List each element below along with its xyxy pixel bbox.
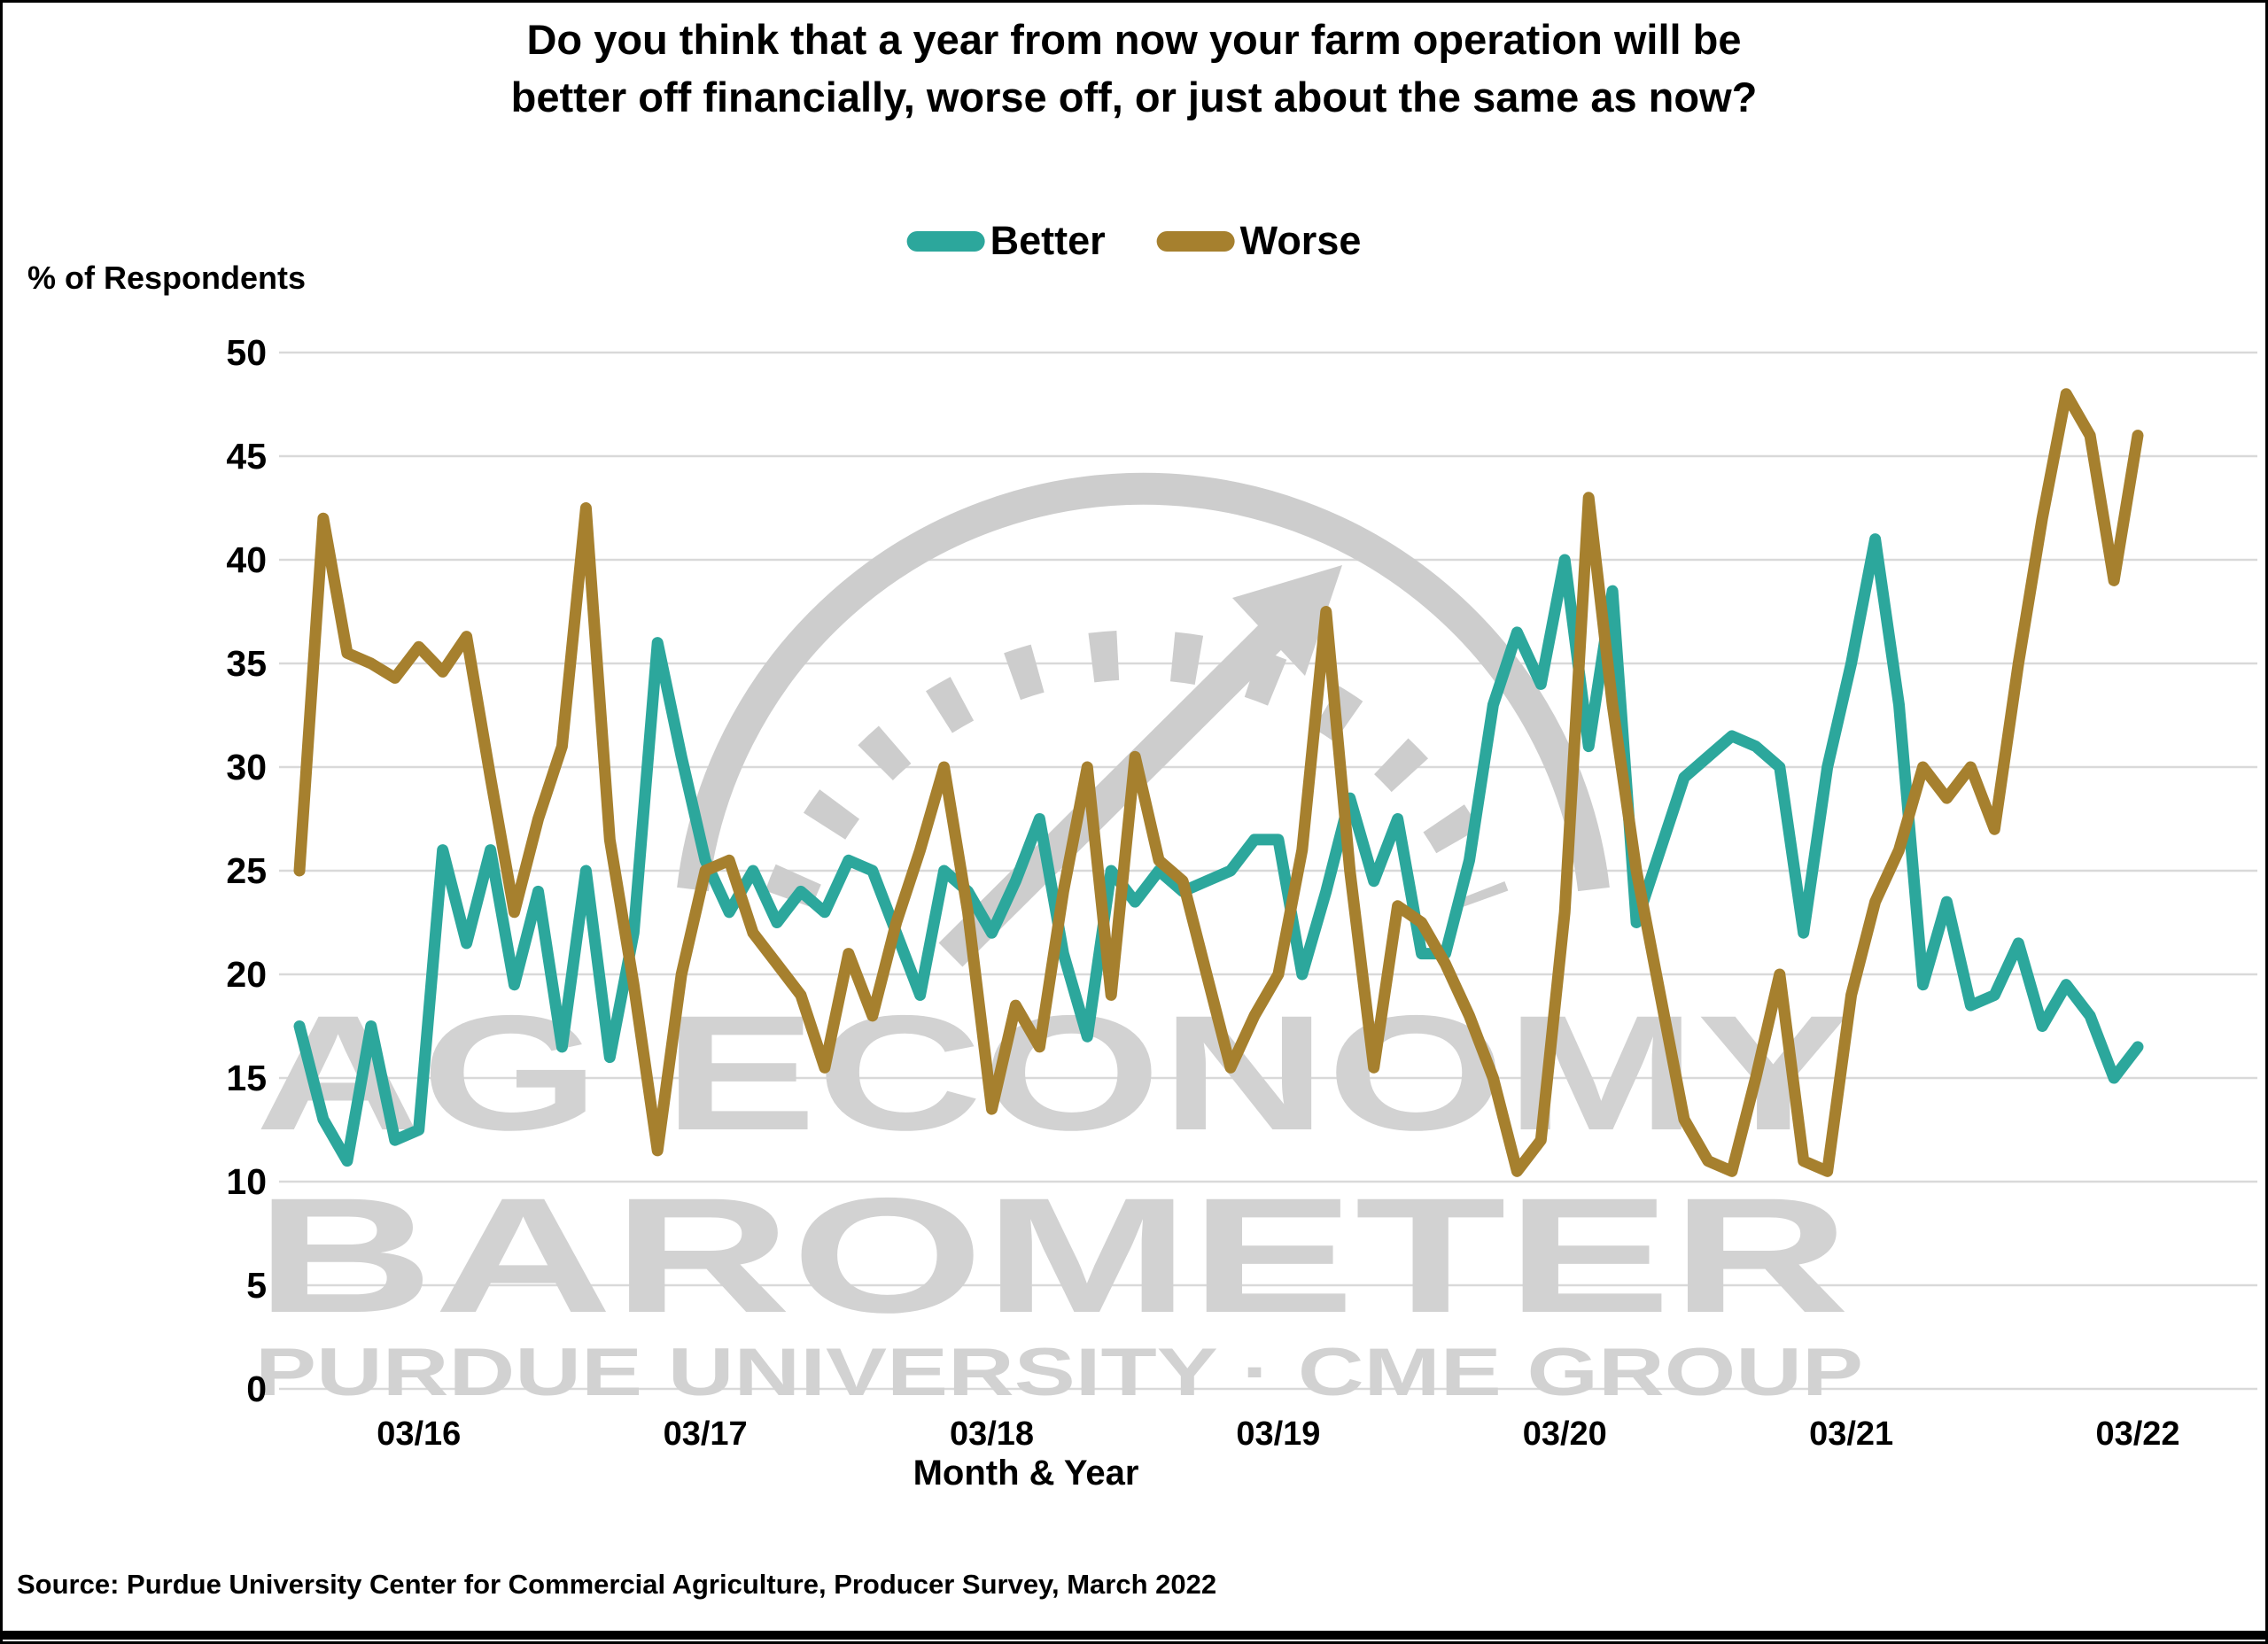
legend: Better Worse — [906, 218, 1362, 264]
y-tick-label-5: 5 — [246, 1265, 267, 1306]
data-series — [293, 388, 2144, 1177]
y-tick-label-40: 40 — [226, 539, 267, 580]
source-note: Source: Purdue University Center for Com… — [17, 1569, 1217, 1600]
worse-line — [293, 388, 2144, 1177]
y-tick-label-35: 35 — [226, 643, 267, 684]
bottom-border-bar — [3, 1631, 2265, 1640]
x-tick-label-03-21: 03/21 — [1809, 1415, 1893, 1453]
chart-title-line-1: Do you think that a year from now your f… — [526, 16, 1742, 63]
worse-series-label: Worse — [1239, 218, 1362, 263]
x-axis-title: Month & Year — [913, 1454, 1139, 1493]
legend-item-worse: Worse — [1156, 218, 1362, 264]
y-tick-label-50: 50 — [226, 332, 267, 373]
y-axis-title: % of Respondents — [27, 260, 307, 296]
y-tick-label-10: 10 — [226, 1161, 267, 1202]
watermark-barometer: BAROMETER — [255, 1165, 1850, 1347]
y-tick-label-30: 30 — [226, 747, 267, 787]
x-tick-label-03-16: 03/16 — [377, 1415, 461, 1453]
y-tick-label-15: 15 — [226, 1058, 267, 1098]
watermark-ag-economy: AG ECONOMY — [255, 982, 1850, 1165]
y-tick-label-45: 45 — [226, 436, 267, 477]
x-tick-label-03-17: 03/17 — [664, 1415, 748, 1453]
x-tick-label-03-18: 03/18 — [950, 1415, 1034, 1453]
better-series-label: Better — [990, 218, 1106, 263]
y-tick-label-20: 20 — [226, 954, 267, 995]
x-axis-tick-labels: 03/16 03/17 03/18 03/19 03/20 03/21 03/22 — [377, 1415, 2179, 1453]
x-tick-label-03-19: 03/19 — [1236, 1415, 1320, 1453]
y-tick-label-0: 0 — [246, 1369, 267, 1409]
y-axis-tick-labels: 0 5 10 15 20 25 30 35 40 45 50 — [226, 332, 267, 1409]
chart-title-line-2: better off financially, worse off, or ju… — [510, 73, 1758, 120]
x-tick-label-03-20: 03/20 — [1523, 1415, 1607, 1453]
watermark-purdue-cme: PURDUE UNIVERSITY · CME GROUP — [255, 1335, 1863, 1410]
legend-item-better: Better — [906, 218, 1106, 264]
y-tick-label-25: 25 — [226, 850, 267, 891]
better-line — [293, 533, 2144, 1167]
chart-title: Do you think that a year from now your f… — [3, 12, 2265, 127]
better-series-swatch — [906, 230, 985, 252]
worse-series-swatch — [1156, 230, 1235, 252]
x-tick-label-03-22: 03/22 — [2095, 1415, 2179, 1453]
